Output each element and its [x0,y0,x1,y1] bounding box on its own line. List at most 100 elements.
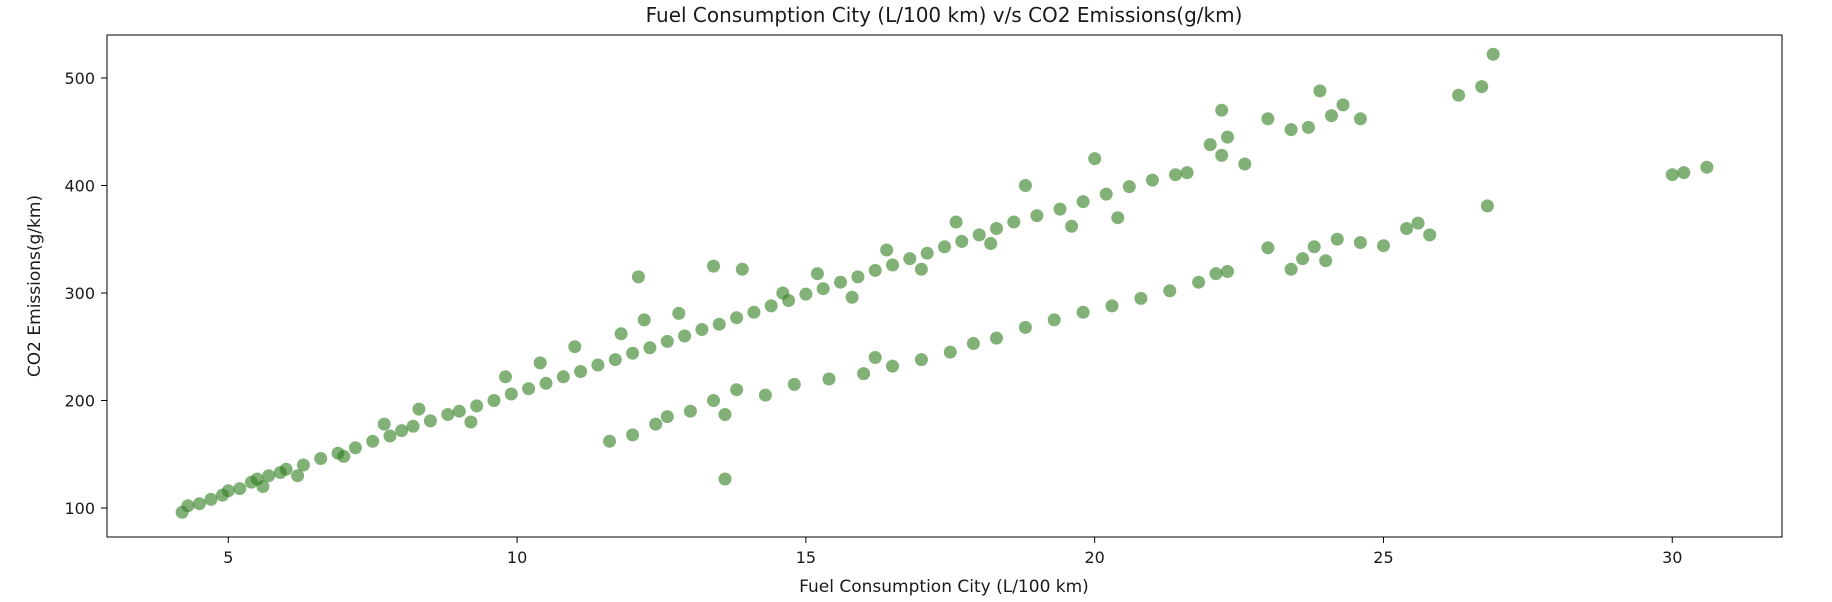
y-tick-label: 100 [64,499,95,518]
data-point [279,462,293,476]
y-tick-label: 200 [64,391,95,410]
data-point [522,382,536,396]
data-point [799,287,813,301]
data-point [1452,88,1466,102]
data-point [880,243,894,257]
data-point [718,408,732,421]
data-point [886,359,899,373]
y-axis: 100 200 300 400 500 [64,69,107,518]
data-point [1319,254,1333,268]
data-point [1215,103,1229,117]
x-tick-label: 20 [1084,548,1104,567]
data-point [1145,173,1159,187]
data-point [1411,216,1425,230]
data-point [1665,168,1679,182]
data-point [192,497,206,511]
data-point [395,424,409,438]
x-axis-label: Fuel Consumption City (L/100 km) [799,577,1089,597]
data-point [955,234,969,248]
data-point [787,377,801,391]
data-point [568,340,582,354]
data-point [626,428,640,442]
data-point [695,323,709,336]
data-point [556,370,570,384]
data-point [851,270,865,284]
data-point [966,337,980,350]
data-point [1163,284,1177,298]
data-point [1099,187,1113,201]
data-point [1018,320,1032,334]
data-point [1313,84,1327,98]
data-point [834,275,847,289]
data-point [816,282,830,296]
data-point [1169,168,1182,182]
data-point [764,299,778,313]
data-point [920,246,934,260]
data-point [1307,240,1321,254]
data-point [608,353,622,367]
data-point [1105,299,1119,313]
data-point [366,434,380,448]
data-point [776,286,790,300]
data-point [707,259,720,273]
data-point [603,434,616,448]
data-point [943,345,957,359]
data-point [1284,262,1298,276]
data-point [337,449,351,463]
data-point [204,492,218,506]
x-axis: 5 10 15 20 25 30 [223,537,1682,567]
data-point [452,404,466,418]
chart-title: Fuel Consumption City (L/100 km) v/s CO2… [646,3,1243,27]
data-point [377,417,391,431]
data-point [914,262,928,276]
data-point [1423,228,1437,242]
x-tick-label: 5 [223,548,233,567]
data-point [1076,305,1090,319]
data-point [868,263,882,277]
data-point [383,429,397,443]
data-point [914,353,928,367]
data-point [470,399,484,413]
data-point [857,367,871,381]
data-point [1301,120,1315,134]
data-point [296,458,310,472]
data-point [678,329,692,343]
data-point [660,410,674,424]
data-point [1053,202,1067,216]
data-point [464,415,478,429]
data-point [221,484,235,498]
data-point [938,240,951,254]
data-point [487,394,501,407]
data-point [1203,138,1217,152]
plot-area-frame [106,34,1783,538]
data-point [868,351,882,364]
data-point [291,469,305,483]
data-point [1296,252,1310,266]
y-tick-label: 300 [64,284,95,303]
data-point [903,252,917,266]
data-point [1353,112,1367,126]
data-point [1088,152,1102,166]
data-point [533,356,547,370]
data-point [504,387,518,401]
data-point [949,215,963,229]
data-point [1111,211,1125,225]
data-point [672,306,686,320]
data-point [810,267,824,281]
data-point [1209,267,1223,281]
x-tick-label: 10 [507,548,527,567]
data-point [1261,112,1275,126]
data-point [758,388,772,402]
data-point [712,317,726,331]
data-point [1007,215,1021,229]
x-tick-label: 30 [1662,548,1682,567]
data-point [1030,209,1044,223]
data-point [262,469,276,483]
data-point [660,334,674,348]
data-point [233,482,247,496]
data-point [1221,265,1234,278]
data-point [747,305,761,319]
data-point [822,372,836,386]
data-point [683,404,697,418]
